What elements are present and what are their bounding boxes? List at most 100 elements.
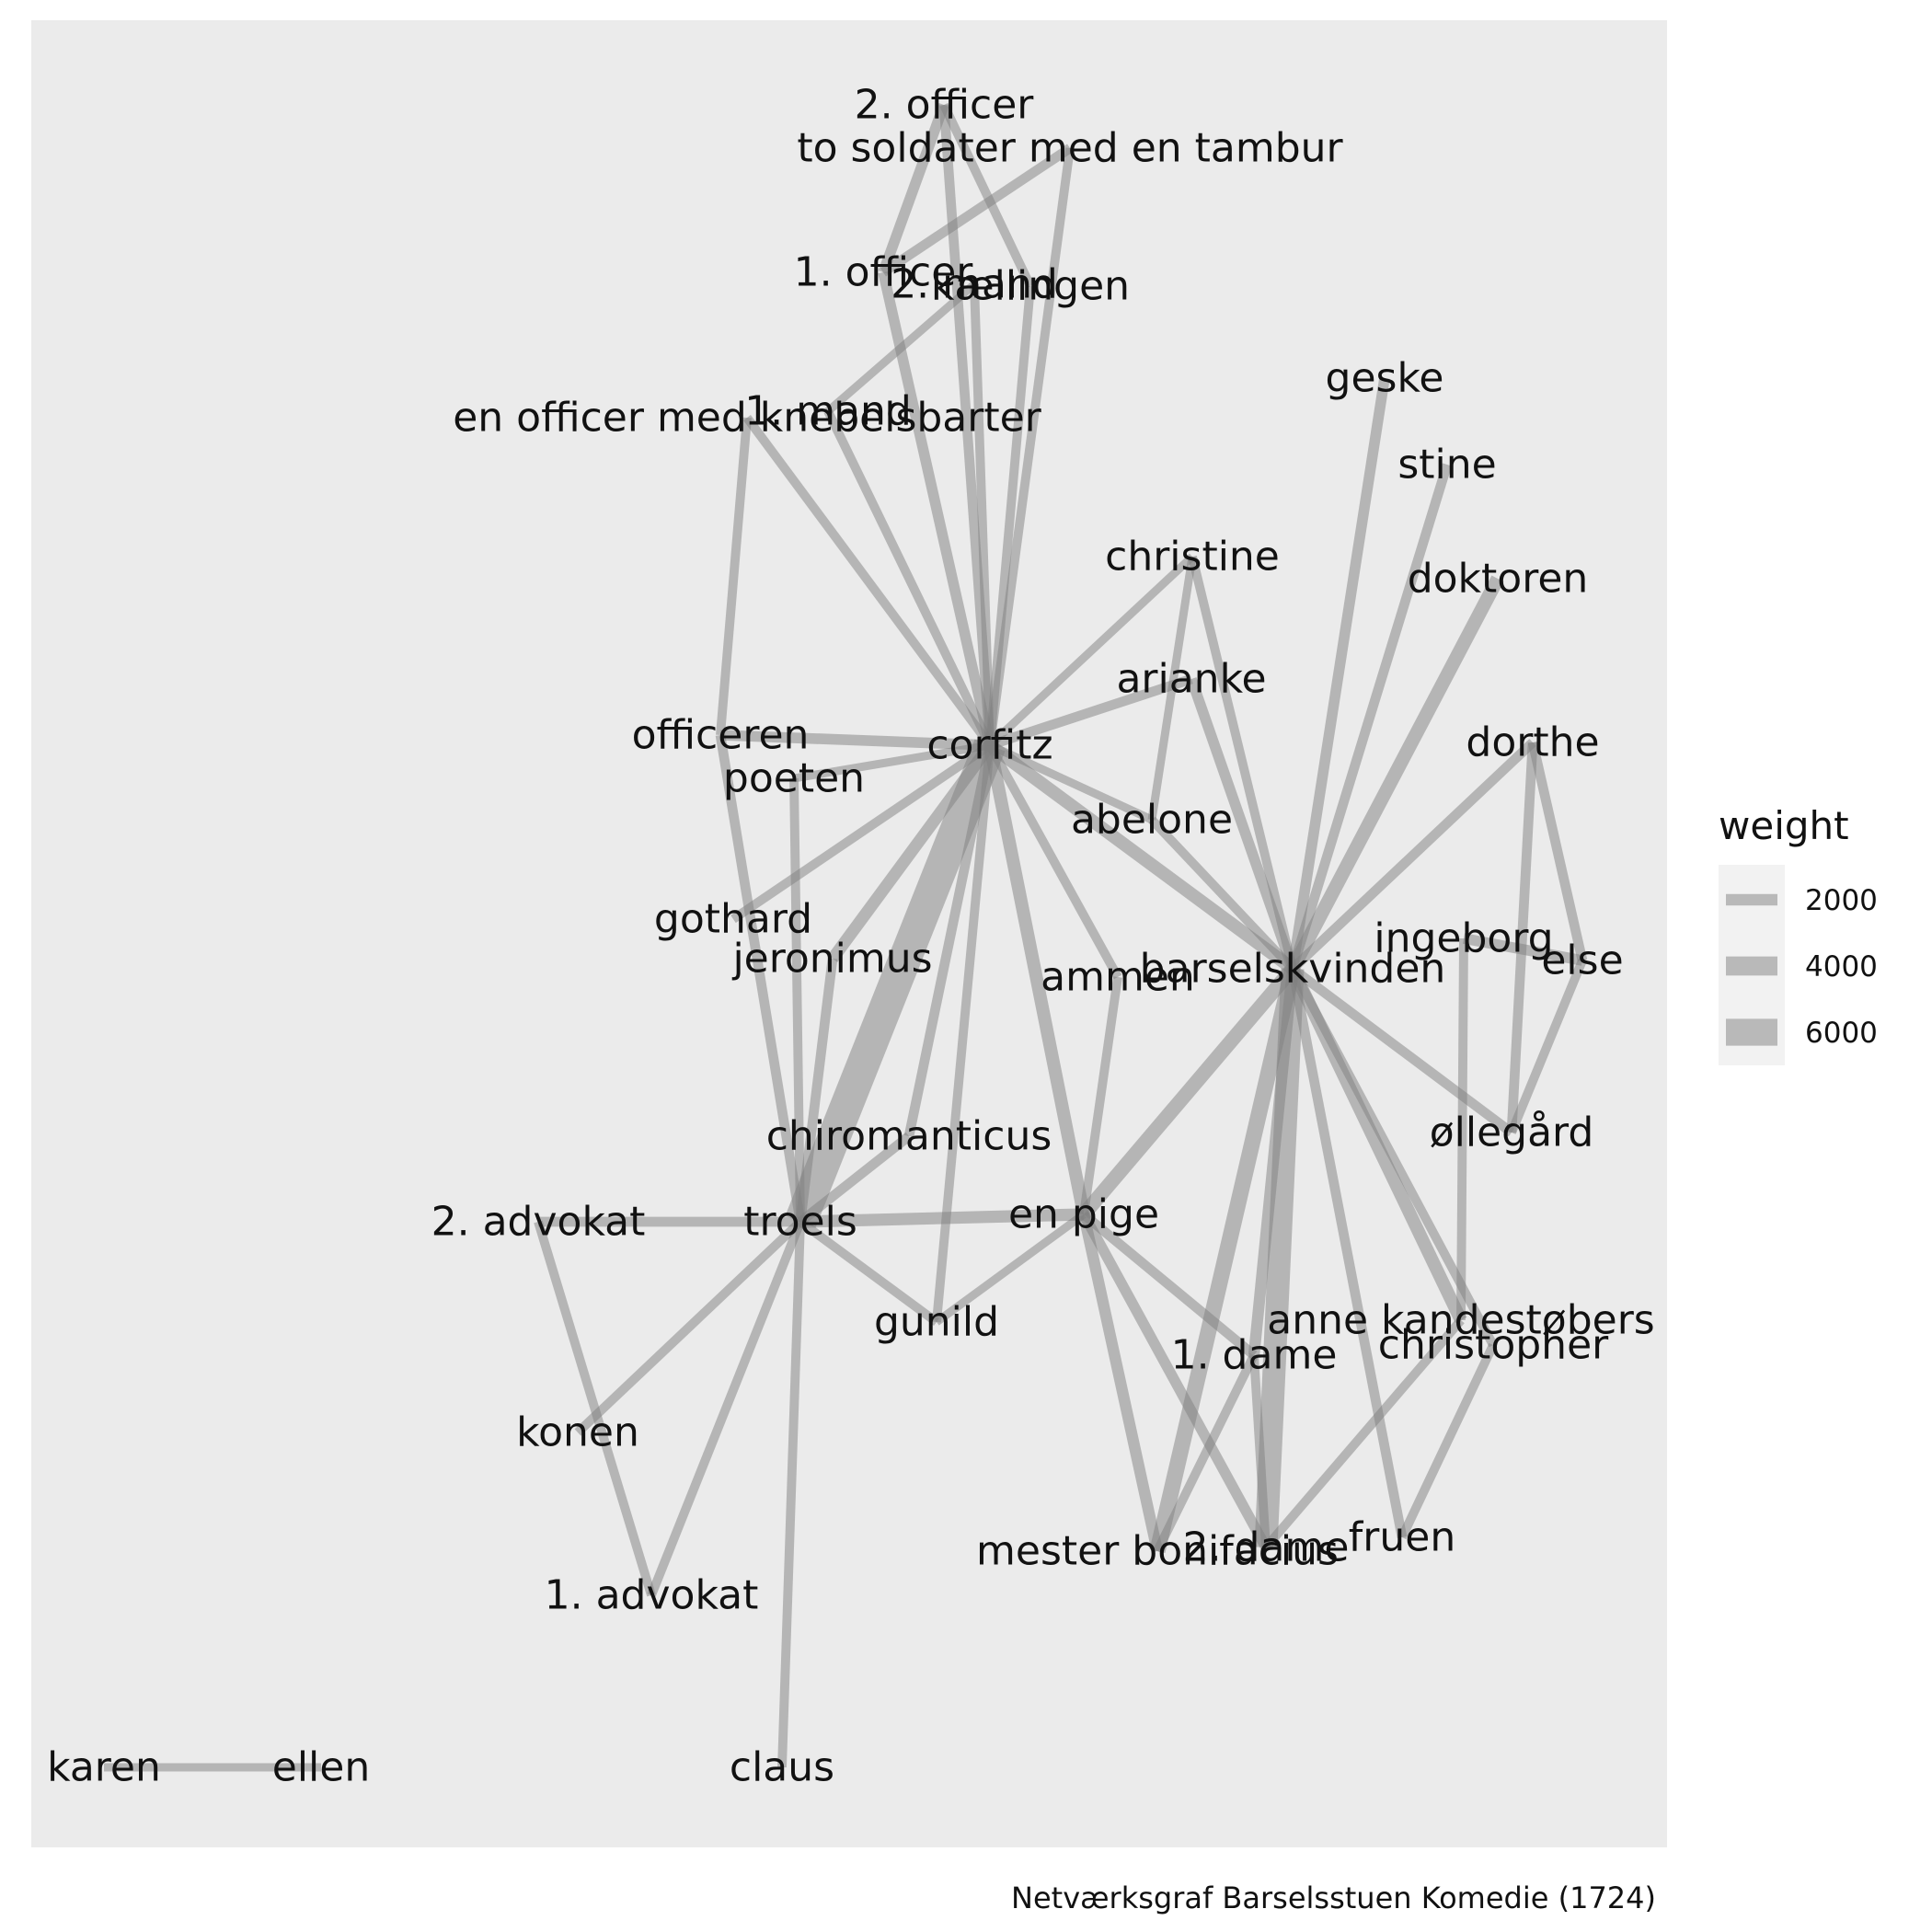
node-label-poeten: poeten: [723, 755, 865, 802]
caption: Netværksgraf Barselsstuen Komedie (1724): [1011, 1880, 1656, 1915]
edge-ingeborg-else: [1462, 933, 1584, 966]
node-label-gunild: gunild: [874, 1299, 999, 1346]
edge-officeren-en-officer: [716, 417, 752, 736]
edge-2-advokat-1-advokat: [534, 1220, 656, 1597]
node-label-jeronimus: jeronimus: [731, 936, 932, 983]
edge-troels-officeren: [715, 734, 806, 1223]
edge-corfitz-ammen: [985, 742, 1122, 980]
edge-corfitz-christine: [986, 553, 1196, 749]
edge-troels-gunild: [798, 1218, 939, 1326]
edge-corfitz-gunild: [932, 744, 995, 1323]
node-label-fruen: fruen: [1349, 1514, 1455, 1561]
node-label-geske: geske: [1326, 355, 1444, 402]
edge-barselskvinden-en-pige: [1077, 963, 1299, 1220]
edge-en-pige-mester-bonifacius: [1077, 1213, 1164, 1553]
legend-label: 2000: [1805, 884, 1878, 917]
edge-corfitz-en-pige: [983, 743, 1090, 1216]
edge-1-mand-2-mand: [825, 281, 977, 415]
edge-else-ollegard: [1507, 959, 1587, 1134]
edge-barselskvinden-stine: [1287, 463, 1453, 971]
node-label-2-mand: 2. mand: [891, 261, 1058, 308]
edge-barselskvinden-1-dame: [1248, 968, 1299, 1356]
edge-barselskvinden-fruen: [1287, 967, 1408, 1539]
edge-christine-abelone: [1147, 556, 1197, 821]
edge-barselskvinden-ollegard: [1289, 964, 1515, 1137]
node-label-else: else: [1541, 937, 1623, 984]
edge-christopher-fruen: [1397, 1342, 1498, 1540]
edge-corfitz-2-mand: [970, 283, 995, 746]
edge-1-officer-2-officer: [878, 103, 949, 274]
legend: weight 2000 4000 6000: [1719, 803, 1878, 1065]
node-label-2-advokat: 2. advokat: [431, 1199, 646, 1246]
edge-barselskvinden-mester-bonifacius: [1149, 967, 1301, 1553]
node-label-ollegard: øllegård: [1430, 1110, 1594, 1156]
edge-corfitz-1-mand: [823, 408, 995, 748]
node-label-barselskvinden: barselskvinden: [1140, 946, 1446, 993]
legend-title: weight: [1719, 803, 1849, 848]
edge-dorthe-else: [1527, 741, 1588, 962]
edge-barselskvinden-corfitz: [985, 740, 1297, 974]
node-label-to-soldater: to soldater med en tambur: [797, 125, 1343, 172]
node-label-troels: troels: [743, 1199, 857, 1246]
node-label-dorthe: dorthe: [1466, 719, 1599, 766]
legend-label: 4000: [1805, 950, 1878, 983]
edge-corfitz-jeronimus: [827, 742, 995, 962]
edge-2-officer-kaellingen: [939, 102, 1035, 289]
edge-barselskvinden-geske: [1287, 377, 1390, 970]
node-label-1-advokat: 1. advokat: [545, 1572, 759, 1619]
node-label-kaellingen: kællingen: [931, 263, 1130, 310]
edge-anne-2-dame: [1262, 1317, 1465, 1551]
node-label-christopher: christopher: [1378, 1322, 1609, 1369]
node-label-officeren: officeren: [632, 712, 810, 759]
node-label-ammen: ammen: [1041, 954, 1195, 1001]
edge-corfitz-troels: [785, 739, 1006, 1228]
edge-troels-1-advokat: [647, 1220, 805, 1597]
edge-troels-chiromanticus: [797, 1132, 913, 1226]
edge-troels-poeten: [789, 777, 805, 1223]
edge-barselskvinden-doktoren: [1286, 575, 1504, 972]
edge-troels-en-pige: [799, 1208, 1085, 1228]
node-label-christine: christine: [1105, 534, 1280, 581]
node-label-anne: anne kandestøbers: [1267, 1297, 1654, 1344]
edge-en-pige-gunild: [934, 1211, 1087, 1326]
edge-1-officer-to-soldater: [880, 144, 1073, 277]
node-label-claus: claus: [730, 1744, 834, 1791]
node-label-1-mand: 1. mand: [744, 388, 912, 435]
node-label-arianke: arianke: [1116, 656, 1266, 703]
edge-en-pige-ammen: [1079, 976, 1122, 1215]
edge-barselskvinden-christine: [1188, 555, 1297, 971]
node-label-doktoren: doktoren: [1408, 556, 1589, 603]
node-label-1-officer: 1. officer: [794, 249, 974, 296]
edge-troels-konen: [574, 1218, 804, 1436]
edge-barselskvinden-abelone: [1148, 816, 1296, 972]
edge-corfitz-chiromanticus: [903, 743, 995, 1138]
node-label-konen: konen: [516, 1409, 639, 1456]
edge-ingeborg-anne: [1456, 937, 1468, 1321]
node-label-ellen: ellen: [272, 1744, 370, 1791]
node-label-ingeborg: ingeborg: [1374, 915, 1553, 962]
edge-troels-jeronimus: [795, 958, 838, 1223]
edges-layer: [104, 102, 1588, 1772]
edge-corfitz-abelone: [988, 741, 1154, 824]
node-label-stine: stine: [1397, 442, 1496, 489]
labels-layer: corfitz troels barselskvinden en pige 2. off…: [47, 82, 1655, 1791]
node-label-karen: karen: [47, 1744, 161, 1791]
edge-1-dame-2-dame: [1249, 1354, 1271, 1548]
edge-corfitz-gothard: [730, 741, 993, 924]
node-label-2-officer: 2. officer: [855, 82, 1035, 129]
edge-corfitz-poeten: [793, 741, 991, 783]
node-label-chiromanticus: chiromanticus: [766, 1113, 1052, 1160]
edge-barselskvinden-dorthe: [1289, 739, 1536, 972]
edge-dorthe-ollegard: [1506, 742, 1538, 1133]
node-label-en-officer: en officer med knebelsbarter: [453, 395, 1041, 442]
node-label-2-dame: 2. dame: [1183, 1524, 1350, 1571]
node-label-corfitz: corfitz: [926, 722, 1052, 769]
edge-barselskvinden-arianke: [1186, 677, 1298, 971]
legend-label: 6000: [1805, 1017, 1878, 1050]
edge-en-pige-1-dame: [1080, 1210, 1258, 1360]
edge-corfitz-kaellingen: [985, 285, 1035, 746]
node-label-gothard: gothard: [654, 896, 812, 943]
node-label-mester-bonifacius: mester bonifacius: [976, 1528, 1339, 1575]
edge-corfitz-en-officer: [743, 415, 994, 748]
